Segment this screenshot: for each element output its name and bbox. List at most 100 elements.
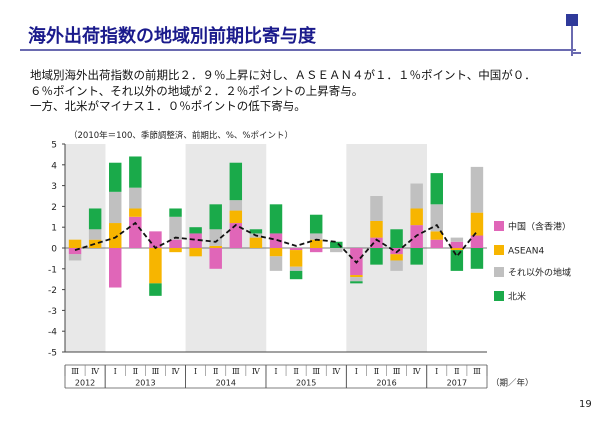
chart-note: （2010年＝100、季節調整済、前期比、%、%ポイント） [69, 130, 293, 141]
year-label: 2016 [376, 379, 396, 388]
quarter-label: Ⅱ [133, 367, 138, 376]
bar-segment-china [430, 239, 443, 248]
legend-label-other: それ以外の地域 [508, 267, 571, 279]
bar-segment-north_america [289, 270, 303, 280]
y-tick-label: 3 [51, 182, 57, 192]
bar-segment-china [269, 233, 283, 248]
bar-segment-north_america [430, 173, 443, 205]
bar-segment-china [309, 248, 323, 253]
year-label: 2012 [75, 379, 95, 388]
legend-swatch-other [494, 267, 504, 277]
bar-segment-china [149, 231, 162, 248]
quarter-label: Ⅰ [274, 367, 277, 376]
bar-segment-asean4 [390, 254, 403, 261]
summary-line: 地域別海外出荷指数の前期比２．９％上昇に対し、ＡＳＥＡＮ４が１．１％ポイント、中… [30, 68, 536, 82]
quarter-label: Ⅳ [413, 367, 422, 376]
corner-line-decoration [571, 26, 573, 56]
quarter-label: Ⅲ [152, 367, 160, 376]
page-number: 19 [579, 399, 592, 410]
bar-segment-other [370, 196, 383, 221]
bar-segment-china [370, 237, 383, 248]
bar-segment-other [430, 204, 443, 232]
bar-segment-other [390, 260, 403, 271]
bar-segment-other [470, 166, 484, 213]
bar-segment-north_america [450, 250, 464, 271]
bar-segment-other [169, 216, 182, 240]
y-tick-label: -2 [48, 286, 57, 296]
bar-segment-asean4 [149, 248, 162, 284]
quarter-label: Ⅳ [91, 367, 100, 376]
title-rule [20, 49, 576, 51]
bar-segment-china [189, 233, 202, 248]
bar-segment-north_america [350, 281, 363, 284]
corner-square-decoration [566, 14, 578, 26]
y-tick-label: 5 [51, 141, 57, 151]
bar-segment-asean4 [430, 231, 443, 240]
quarter-label: Ⅳ [332, 367, 341, 376]
quarter-label: Ⅱ [293, 367, 298, 376]
bar-segment-china [450, 241, 464, 248]
bar-segment-asean4 [470, 212, 484, 236]
y-tick-label: -3 [48, 307, 57, 317]
bar-segment-asean4 [249, 237, 263, 248]
bar-segment-asean4 [289, 250, 303, 267]
bar-segment-north_america [390, 229, 403, 248]
bar-segment-north_america [470, 248, 484, 269]
bar-segment-north_america [309, 214, 323, 234]
bar-segment-china [68, 248, 82, 255]
quarter-label: Ⅱ [454, 367, 459, 376]
legend-label-china: 中国（含香港） [508, 221, 571, 233]
y-tick-label: 1 [51, 224, 57, 234]
bar-segment-asean4 [88, 239, 102, 248]
quarter-label: Ⅰ [355, 367, 358, 376]
bar-segment-north_america [189, 227, 202, 234]
bar-segment-china [129, 216, 142, 248]
year-label: 2017 [447, 379, 467, 388]
slide-title: 海外出荷指数の地域別前期比寄与度 [28, 26, 316, 47]
summary-line: 一方、北米がマイナス１．０％ポイントの低下寄与。 [30, 99, 306, 113]
bar-segment-other [410, 183, 423, 209]
bar-segment-other [289, 266, 303, 271]
y-tick-label: 0 [51, 245, 57, 255]
year-label: 2013 [135, 379, 155, 388]
bar-segment-north_america [209, 204, 222, 230]
bar-segment-north_america [249, 229, 263, 234]
legend-label-north_america: 北米 [508, 291, 526, 303]
bar-segment-north_america [129, 156, 142, 188]
bar-segment-asean4 [169, 248, 182, 253]
bar-segment-china [289, 248, 303, 251]
bar-segment-asean4 [450, 248, 464, 251]
bar-segment-other [269, 256, 283, 271]
bar-segment-china [209, 248, 222, 269]
bar-segment-asean4 [309, 239, 323, 248]
bar-segment-north_america [88, 208, 102, 230]
bar-segment-north_america [109, 162, 122, 192]
bar-segment-china [470, 235, 484, 248]
bar-segment-north_america [169, 208, 182, 217]
y-tick-label: -1 [48, 265, 57, 275]
quarter-label: Ⅲ [312, 367, 320, 376]
bar-segment-asean4 [129, 208, 142, 217]
bar-segment-other [330, 248, 343, 253]
y-tick-label: 4 [51, 161, 57, 171]
bar-segment-asean4 [350, 275, 363, 278]
quarter-label: Ⅱ [213, 367, 218, 376]
quarter-label: Ⅰ [114, 367, 117, 376]
bar-segment-north_america [330, 241, 343, 248]
quarter-label: Ⅳ [252, 367, 261, 376]
bar-segment-other [229, 200, 243, 211]
bar-segment-asean4 [189, 248, 202, 257]
bar-segment-asean4 [229, 210, 243, 224]
legend-label-asean4: ASEAN4 [508, 247, 544, 257]
bar-segment-asean4 [209, 245, 222, 248]
bar-segment-north_america [370, 248, 383, 265]
quarter-label: Ⅲ [232, 367, 240, 376]
bar-segment-asean4 [370, 220, 383, 238]
legend-swatch-asean4 [494, 245, 504, 255]
quarter-label: Ⅰ [435, 367, 438, 376]
quarter-label: Ⅳ [172, 367, 181, 376]
quarter-label: Ⅱ [374, 367, 379, 376]
y-tick-label: -4 [48, 328, 57, 338]
year-label: 2014 [216, 379, 236, 388]
